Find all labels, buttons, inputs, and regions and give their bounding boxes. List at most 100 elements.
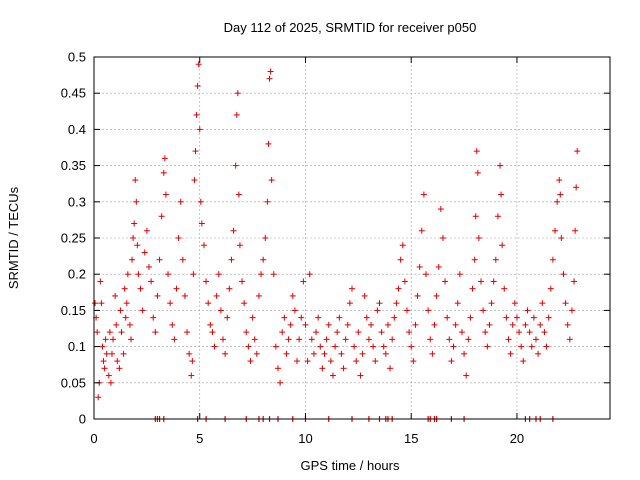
x-tick-labels: 0 5 10 15 20 xyxy=(90,431,524,446)
data-point xyxy=(253,350,260,357)
data-point xyxy=(416,263,423,270)
data-point xyxy=(131,220,138,227)
data-point xyxy=(313,329,320,336)
data-point xyxy=(368,321,375,328)
data-point xyxy=(258,271,265,278)
data-point xyxy=(215,271,222,278)
data-point xyxy=(566,336,573,343)
data-point xyxy=(571,278,578,285)
data-point xyxy=(169,321,176,328)
y-tick-label: 0.3 xyxy=(68,194,86,209)
data-point xyxy=(532,336,539,343)
data-point xyxy=(539,300,546,307)
data-point xyxy=(167,300,174,307)
y-axis-label: SRMTID / TECUs xyxy=(6,186,21,289)
data-point xyxy=(454,300,461,307)
data-point xyxy=(234,90,241,97)
chart-title: Day 112 of 2025, SRMTID for receiver p05… xyxy=(224,20,477,35)
data-point xyxy=(317,343,324,350)
data-point xyxy=(98,300,105,307)
data-point xyxy=(446,336,453,343)
data-point xyxy=(239,278,246,285)
data-point xyxy=(304,358,311,365)
data-point xyxy=(456,271,463,278)
data-point xyxy=(137,285,144,292)
data-point xyxy=(267,68,274,75)
data-point xyxy=(522,321,529,328)
data-point xyxy=(224,314,231,321)
data-point xyxy=(255,292,262,299)
x-axis-label: GPS time / hours xyxy=(301,458,400,473)
y-tick-label: 0.2 xyxy=(68,267,86,282)
data-point xyxy=(233,111,240,118)
data-point xyxy=(306,271,313,278)
data-point xyxy=(530,314,537,321)
data-point xyxy=(123,300,130,307)
data-point xyxy=(327,358,334,365)
data-point xyxy=(154,292,161,299)
data-point xyxy=(545,314,552,321)
data-point xyxy=(152,329,159,336)
data-point xyxy=(226,285,233,292)
data-point xyxy=(184,329,191,336)
data-point xyxy=(450,343,457,350)
data-point xyxy=(102,336,109,343)
y-tick-label: 0 xyxy=(79,412,86,427)
data-point xyxy=(287,321,294,328)
data-point xyxy=(247,358,254,365)
data-point xyxy=(431,321,438,328)
data-point xyxy=(279,329,286,336)
data-point xyxy=(355,329,362,336)
data-point xyxy=(363,314,370,321)
data-point xyxy=(437,206,444,213)
data-point xyxy=(501,285,508,292)
data-point xyxy=(389,336,396,343)
data-point xyxy=(133,198,140,205)
data-point xyxy=(444,314,451,321)
data-point xyxy=(535,350,542,357)
data-point xyxy=(294,358,301,365)
y-tick-label: 0.05 xyxy=(61,375,86,390)
data-point xyxy=(143,227,150,234)
data-point xyxy=(141,249,148,256)
data-point xyxy=(387,365,394,372)
data-point xyxy=(150,314,157,321)
y-tick-label: 0.45 xyxy=(61,86,86,101)
data-point xyxy=(376,300,383,307)
data-point xyxy=(236,242,243,249)
data-point xyxy=(220,336,226,343)
data-point xyxy=(427,336,434,343)
data-point xyxy=(207,321,214,328)
y-tick-labels: 0 0.05 0.1 0.15 0.2 0.25 0.3 0.35 0.4 0.45 0.5 xyxy=(61,50,86,427)
data-point xyxy=(100,358,107,365)
data-point xyxy=(300,278,307,285)
data-point xyxy=(134,242,141,249)
data-point xyxy=(338,350,345,357)
data-point xyxy=(268,177,275,184)
data-point xyxy=(213,292,220,299)
data-point xyxy=(107,379,114,386)
data-point xyxy=(145,263,152,270)
data-point xyxy=(241,300,248,307)
data-point xyxy=(193,111,200,118)
data-point xyxy=(507,350,514,357)
data-point xyxy=(442,278,449,285)
data-point xyxy=(270,271,277,278)
y-tick-label: 0.35 xyxy=(61,158,86,173)
data-point xyxy=(139,307,146,314)
data-point xyxy=(486,321,493,328)
data-point xyxy=(194,82,201,89)
data-point xyxy=(498,191,505,198)
data-point xyxy=(395,285,402,292)
data-point xyxy=(232,162,239,169)
data-point xyxy=(505,336,512,343)
data-point xyxy=(408,343,415,350)
data-point xyxy=(315,314,322,321)
data-point xyxy=(433,292,440,299)
data-point xyxy=(266,75,273,82)
data-point xyxy=(332,343,339,350)
data-point xyxy=(179,256,186,263)
data-points xyxy=(92,61,581,401)
data-point xyxy=(574,148,581,155)
data-point xyxy=(382,350,389,357)
